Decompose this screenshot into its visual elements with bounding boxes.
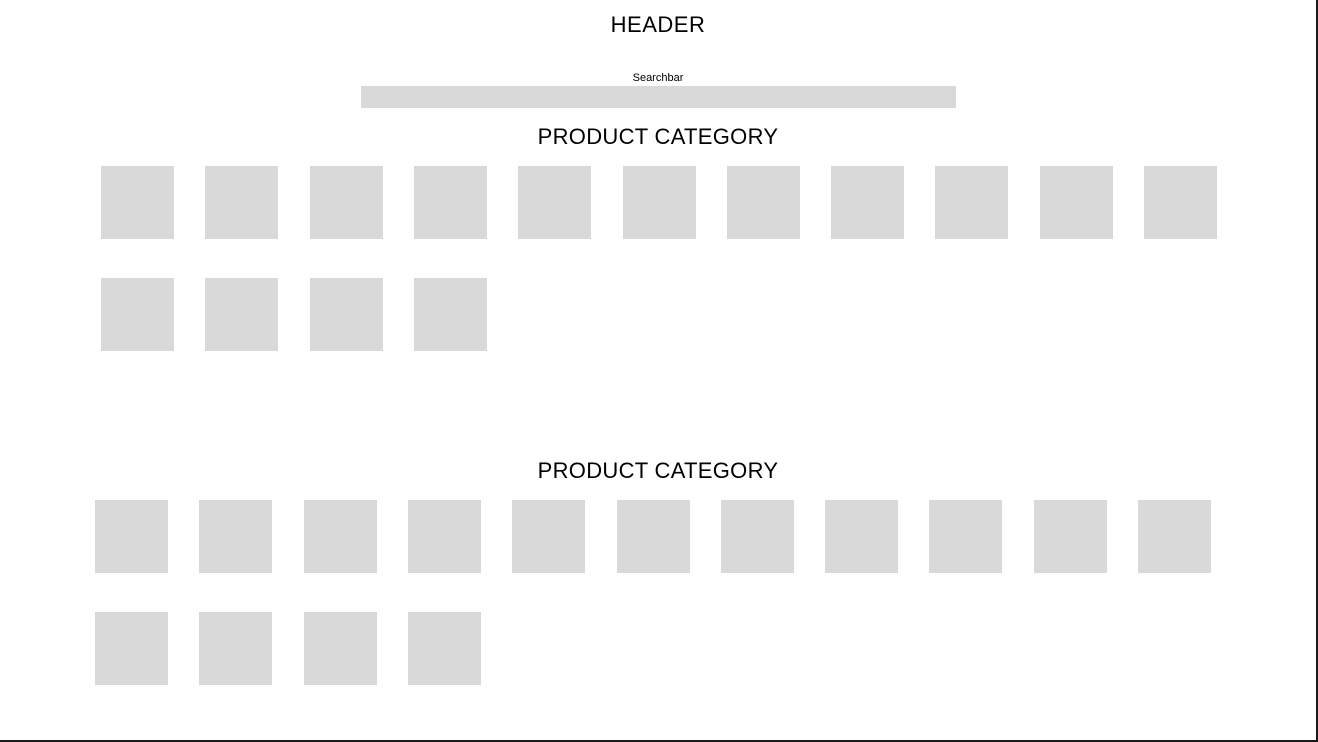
category-title: PRODUCT CATEGORY — [537, 458, 779, 483]
product-tile[interactable] — [518, 166, 591, 239]
product-tile[interactable] — [929, 500, 1002, 573]
product-tile[interactable] — [205, 278, 278, 351]
product-tile[interactable] — [414, 278, 487, 351]
product-tile[interactable] — [101, 278, 174, 351]
product-tile[interactable] — [95, 500, 168, 573]
product-tile[interactable] — [101, 166, 174, 239]
product-tile[interactable] — [304, 500, 377, 573]
product-tile[interactable] — [304, 612, 377, 685]
product-tile[interactable] — [1138, 500, 1211, 573]
product-tile[interactable] — [825, 500, 898, 573]
product-tile[interactable] — [1144, 166, 1217, 239]
product-tile[interactable] — [95, 612, 168, 685]
product-tile[interactable] — [310, 278, 383, 351]
product-tile[interactable] — [935, 166, 1008, 239]
product-tile[interactable] — [617, 500, 690, 573]
search-input[interactable] — [361, 86, 956, 108]
product-tile[interactable] — [1034, 500, 1107, 573]
product-tile[interactable] — [199, 612, 272, 685]
product-tile[interactable] — [721, 500, 794, 573]
product-tile[interactable] — [408, 500, 481, 573]
product-tile[interactable] — [1040, 166, 1113, 239]
product-tile[interactable] — [310, 166, 383, 239]
product-tile[interactable] — [414, 166, 487, 239]
page-header: HEADER — [610, 12, 706, 37]
product-tile[interactable] — [205, 166, 278, 239]
product-tile[interactable] — [623, 166, 696, 239]
category-title: PRODUCT CATEGORY — [537, 124, 779, 149]
product-tile[interactable] — [727, 166, 800, 239]
product-tile[interactable] — [199, 500, 272, 573]
search-label: Searchbar — [632, 72, 684, 84]
product-tile[interactable] — [512, 500, 585, 573]
product-tile[interactable] — [831, 166, 904, 239]
product-tile[interactable] — [408, 612, 481, 685]
